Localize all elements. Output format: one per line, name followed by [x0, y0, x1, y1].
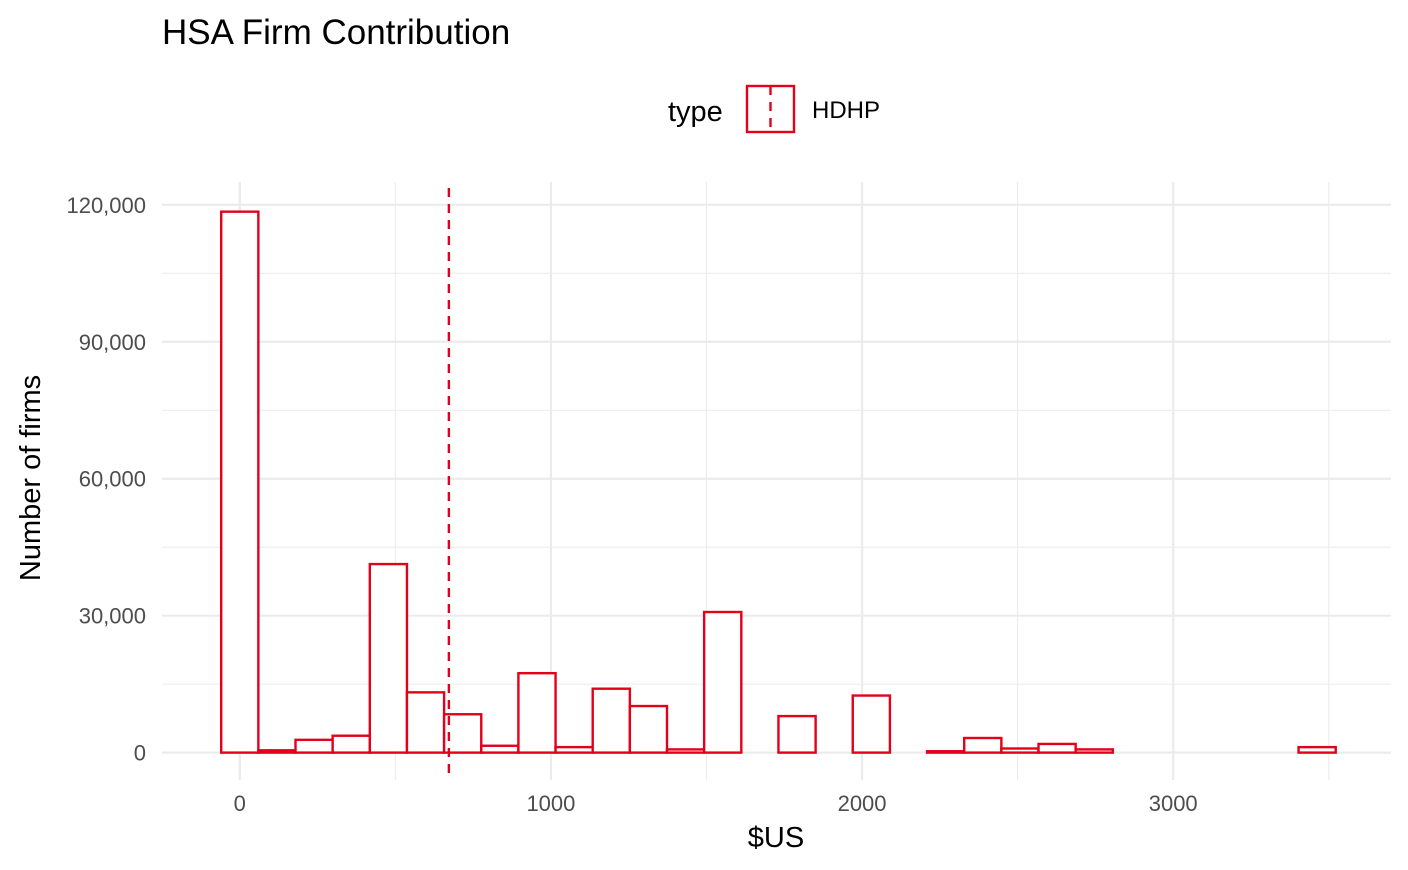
histogram-bar — [517, 671, 557, 754]
bars — [220, 210, 1337, 754]
histogram-bar — [851, 694, 892, 754]
histogram-bar — [368, 562, 409, 754]
x-axis-title: $US — [748, 822, 804, 854]
chart-title: HSA Firm Contribution — [162, 13, 510, 52]
histogram-bar — [963, 736, 1003, 754]
histogram-bar — [1037, 742, 1077, 754]
grid — [162, 182, 1391, 780]
y-axis-title: Number of firms — [15, 375, 47, 581]
histogram-bar — [925, 750, 966, 754]
histogram-bar — [554, 745, 594, 754]
histogram-bar — [628, 704, 669, 754]
histogram-bar — [665, 748, 706, 754]
histogram-bar — [220, 210, 260, 754]
histogram-bar — [591, 687, 632, 754]
histogram-bar — [1000, 747, 1040, 754]
x-tick-label: 1000 — [526, 791, 575, 816]
x-tick-label: 0 — [234, 791, 246, 816]
histogram-bar — [777, 714, 817, 754]
histogram-bar — [405, 691, 446, 754]
y-tick-label: 90,000 — [79, 330, 146, 355]
y-tick-label: 120,000 — [66, 193, 146, 218]
histogram-bar — [442, 713, 483, 754]
x-tick-label: 3000 — [1149, 791, 1198, 816]
histogram-bar — [1297, 745, 1337, 754]
histogram-bar — [331, 734, 372, 754]
histogram-bar — [257, 749, 297, 754]
y-tick-label: 0 — [134, 741, 146, 766]
x-tick-labels: 0 1000 2000 3000 — [234, 791, 1198, 816]
histogram-bar — [294, 738, 334, 754]
histogram-bar — [702, 610, 743, 754]
legend: type HDHP — [668, 84, 880, 134]
y-tick-label: 60,000 — [79, 467, 146, 492]
histogram-bar — [1074, 748, 1115, 754]
histogram-bar — [480, 744, 520, 754]
y-tick-label: 30,000 — [79, 604, 146, 629]
legend-key — [745, 84, 796, 134]
y-tick-labels: 0 30,000 60,000 90,000 120,000 — [66, 193, 146, 766]
legend-label-hdhp: HDHP — [812, 97, 880, 124]
x-tick-label: 2000 — [838, 791, 887, 816]
legend-title: type — [668, 96, 723, 128]
